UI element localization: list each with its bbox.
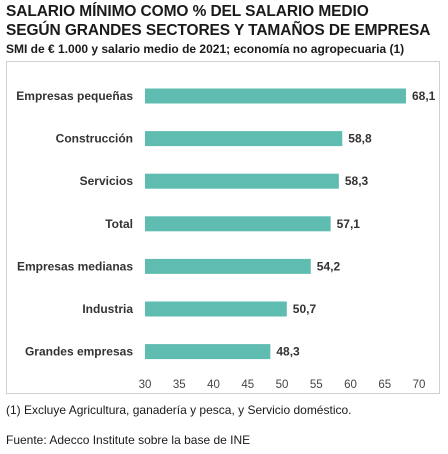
data-label: 68,1 [412,89,436,103]
bar [145,344,271,360]
category-label: Industria [82,302,133,316]
x-tick-label: 40 [207,379,220,391]
x-tick-label: 65 [378,379,391,391]
x-tick-label: 45 [241,379,254,391]
category-label: Grandes empresas [25,345,133,359]
data-label: 57,1 [337,217,361,231]
category-label: Empresas pequeñas [16,89,133,103]
x-tick-label: 55 [310,379,323,391]
bar [145,216,331,232]
data-label: 50,7 [293,302,317,316]
data-label: 54,2 [317,259,341,273]
category-label: Empresas medianas [17,259,133,273]
category-label: Servicios [80,174,134,188]
chart-title-line2: SEGÚN GRANDES SECTORES Y TAMAÑOS DE EMPR… [6,22,431,39]
x-tick-label: 70 [413,379,426,391]
bar [145,88,406,104]
category-label: Total [105,217,133,231]
category-label: Construcción [56,132,133,146]
x-tick-label: 35 [173,379,186,391]
bar [145,131,343,147]
data-label: 48,3 [276,345,300,359]
footnote: (1) Excluye Agricultura, ganadería y pes… [6,403,352,417]
bar [145,301,287,317]
bar [145,173,339,189]
data-label: 58,3 [345,174,369,188]
chart-title-line1: SALARIO MÍNIMO COMO % DEL SALARIO MEDIO [6,3,369,20]
chart-subtitle: SMI de € 1.000 y salario medio de 2021; … [6,42,405,56]
data-label: 58,8 [348,132,372,146]
bar-chart: Empresas pequeñas 68,1 Construcción 58,8 Ser… [16,88,436,391]
x-tick-label: 50 [276,379,289,391]
bar [145,258,311,274]
source-note: Fuente: Adecco Institute sobre la base d… [6,433,251,447]
x-tick-label: 60 [344,379,357,391]
chart-frame: Empresas pequeñas 68,1 Construcción 58,8 Ser… [6,61,440,394]
x-tick-label: 30 [139,379,152,391]
